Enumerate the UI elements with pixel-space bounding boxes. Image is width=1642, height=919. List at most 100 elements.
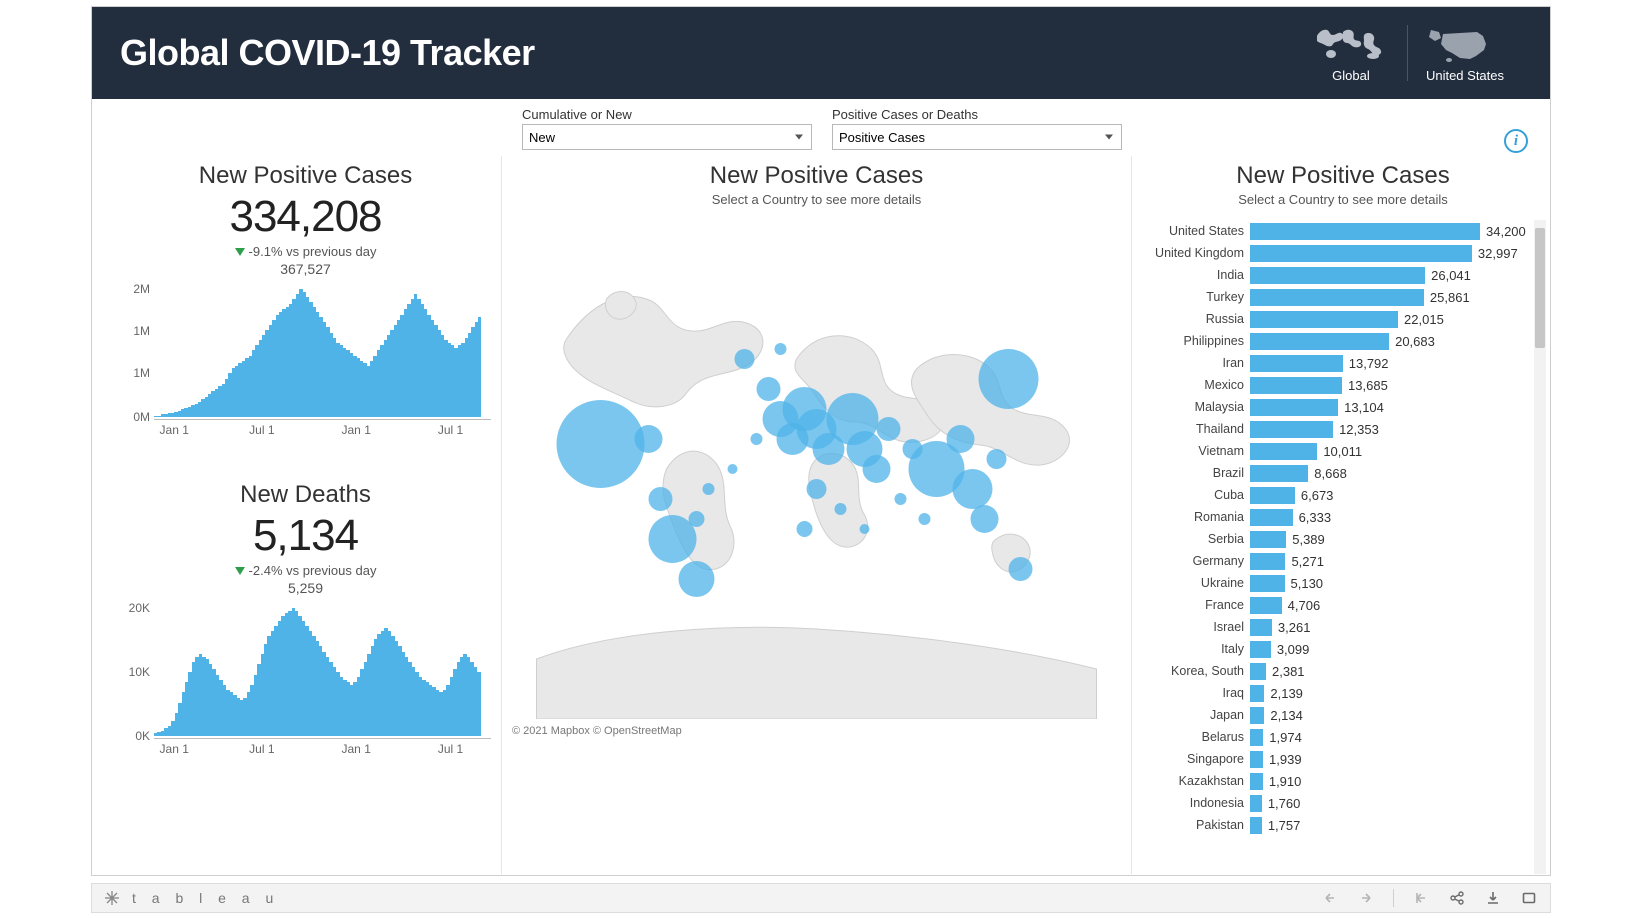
rank-row[interactable]: Malaysia13,104 [1132, 396, 1530, 418]
download-button[interactable] [1484, 889, 1502, 907]
redo-button[interactable] [1357, 889, 1375, 907]
rank-row[interactable]: Iran13,792 [1132, 352, 1530, 374]
select-cases-deaths[interactable]: Positive Cases [832, 124, 1122, 150]
world-map[interactable]: © 2021 Mapbox © OpenStreetMap [512, 219, 1121, 719]
rank-row-value: 5,130 [1285, 576, 1324, 591]
rank-row-label: India [1132, 268, 1250, 282]
rank-row[interactable]: United States34,200 [1132, 220, 1530, 242]
deaths-sparkline[interactable]: 20K10K0K Jan 1Jul 1Jan 1Jul 1 [154, 608, 491, 758]
left-column: New Positive Cases 334,208 -9.1% vs prev… [92, 156, 502, 874]
tableau-logo[interactable]: t a b l e a u [104, 890, 279, 906]
rank-row[interactable]: Kazakhstan 1,910 [1132, 770, 1530, 792]
filter-label-cumnew: Cumulative or New [522, 107, 812, 122]
rank-column: New Positive Cases Select a Country to s… [1132, 156, 1550, 874]
rank-row[interactable]: Brazil8,668 [1132, 462, 1530, 484]
rank-row-bar [1250, 553, 1285, 570]
world-map-icon [1313, 24, 1389, 64]
rank-row-value: 13,685 [1342, 378, 1388, 393]
revert-button[interactable] [1412, 889, 1430, 907]
rank-row-bar [1250, 619, 1272, 636]
rank-row[interactable]: Ukraine 5,130 [1132, 572, 1530, 594]
trend-down-icon [235, 248, 245, 256]
cases-sparkline[interactable]: 2M1M1M0M Jan 1Jul 1Jan 1Jul 1 [154, 289, 491, 439]
rank-row-label: Vietnam [1132, 444, 1250, 458]
rank-row-value: 1,939 [1263, 752, 1302, 767]
us-map-icon [1427, 24, 1503, 64]
rank-row[interactable]: Serbia5,389 [1132, 528, 1530, 550]
rank-row-label: Thailand [1132, 422, 1250, 436]
rank-row[interactable]: France4,706 [1132, 594, 1530, 616]
rank-row[interactable]: Iraq2,139 [1132, 682, 1530, 704]
rank-row-bar [1250, 245, 1472, 262]
rank-row[interactable]: Singapore1,939 [1132, 748, 1530, 770]
rank-row-label: Italy [1132, 642, 1250, 656]
toggle-us[interactable]: United States [1408, 18, 1522, 89]
rank-row-label: Kazakhstan [1132, 774, 1250, 788]
info-button[interactable]: i [1504, 129, 1528, 153]
toggle-global[interactable]: Global [1295, 18, 1407, 89]
rank-row-label: Malaysia [1132, 400, 1250, 414]
rank-row-label: Serbia [1132, 532, 1250, 546]
rank-row[interactable]: Romania6,333 [1132, 506, 1530, 528]
fullscreen-button[interactable] [1520, 889, 1538, 907]
rank-row[interactable]: Turkey25,861 [1132, 286, 1530, 308]
rank-row[interactable]: United Kingdom32,997 [1132, 242, 1530, 264]
select-cumnew-value: New [529, 130, 555, 145]
rank-row-value: 13,792 [1343, 356, 1389, 371]
rank-row[interactable]: Korea, South2,381 [1132, 660, 1530, 682]
rank-row-label: Brazil [1132, 466, 1250, 480]
rank-row-bar [1250, 795, 1262, 812]
rank-row-value: 1,910 [1263, 774, 1302, 789]
rank-row[interactable]: Vietnam10,011 [1132, 440, 1530, 462]
rank-row-value: 22,015 [1398, 312, 1444, 327]
rank-row[interactable]: Russia22,015 [1132, 308, 1530, 330]
rank-row-label: United Kingdom [1132, 246, 1250, 260]
rank-row[interactable]: Mexico13,685 [1132, 374, 1530, 396]
tableau-toolbar: t a b l e a u [91, 883, 1551, 913]
filter-cases-deaths: Positive Cases or Deaths Positive Cases [832, 107, 1122, 150]
cases-kpi-panel: New Positive Cases 334,208 -9.1% vs prev… [120, 162, 491, 439]
cases-x-axis: Jan 1Jul 1Jan 1Jul 1 [154, 419, 491, 439]
rank-row-label: Philippines [1132, 334, 1250, 348]
rank-row-label: Pakistan [1132, 818, 1250, 832]
toolbar-divider [1393, 889, 1394, 907]
rank-row-label: Ukraine [1132, 576, 1250, 590]
rank-row[interactable]: Belarus1,974 [1132, 726, 1530, 748]
rank-row-bar [1250, 707, 1264, 724]
rank-row-label: Japan [1132, 708, 1250, 722]
rank-row-label: Iraq [1132, 686, 1250, 700]
rank-list[interactable]: United States34,200United Kingdom32,997I… [1132, 220, 1530, 874]
toggle-us-label: United States [1426, 68, 1504, 83]
rank-row-label: Cuba [1132, 488, 1250, 502]
share-button[interactable] [1448, 889, 1466, 907]
scrollbar-thumb[interactable] [1535, 228, 1545, 348]
deaths-previous: 5,259 [120, 580, 491, 596]
rank-row[interactable]: Italy3,099 [1132, 638, 1530, 660]
rank-row[interactable]: Pakistan 1,757 [1132, 814, 1530, 836]
rank-row-bar [1250, 531, 1286, 548]
rank-row-value: 1,757 [1262, 818, 1301, 833]
rank-row[interactable]: Germany5,271 [1132, 550, 1530, 572]
rank-row[interactable]: Indonesia1,760 [1132, 792, 1530, 814]
deaths-kpi-panel: New Deaths 5,134 -2.4% vs previous day 5… [120, 481, 491, 758]
rank-row[interactable]: Thailand12,353 [1132, 418, 1530, 440]
rank-row[interactable]: Cuba6,673 [1132, 484, 1530, 506]
rank-row-bar [1250, 333, 1389, 350]
rank-row[interactable]: Philippines20,683 [1132, 330, 1530, 352]
rank-scrollbar[interactable] [1534, 220, 1546, 874]
rank-row[interactable]: Japan2,134 [1132, 704, 1530, 726]
select-cumulative-new[interactable]: New [522, 124, 812, 150]
dashboard-frame: Global COVID-19 Tracker Global [91, 6, 1551, 876]
cases-delta-text: -9.1% vs previous day [249, 244, 377, 259]
rank-row-bar [1250, 443, 1317, 460]
rank-row[interactable]: India26,041 [1132, 264, 1530, 286]
rank-row[interactable]: Israel3,261 [1132, 616, 1530, 638]
rank-row-bar [1250, 289, 1424, 306]
main-columns: New Positive Cases 334,208 -9.1% vs prev… [92, 156, 1550, 874]
deaths-delta: -2.4% vs previous day [120, 563, 491, 578]
undo-button[interactable] [1321, 889, 1339, 907]
rank-row-label: Indonesia [1132, 796, 1250, 810]
rank-title: New Positive Cases [1136, 162, 1550, 190]
rank-row-bar [1250, 509, 1293, 526]
deaths-bars [154, 608, 481, 736]
